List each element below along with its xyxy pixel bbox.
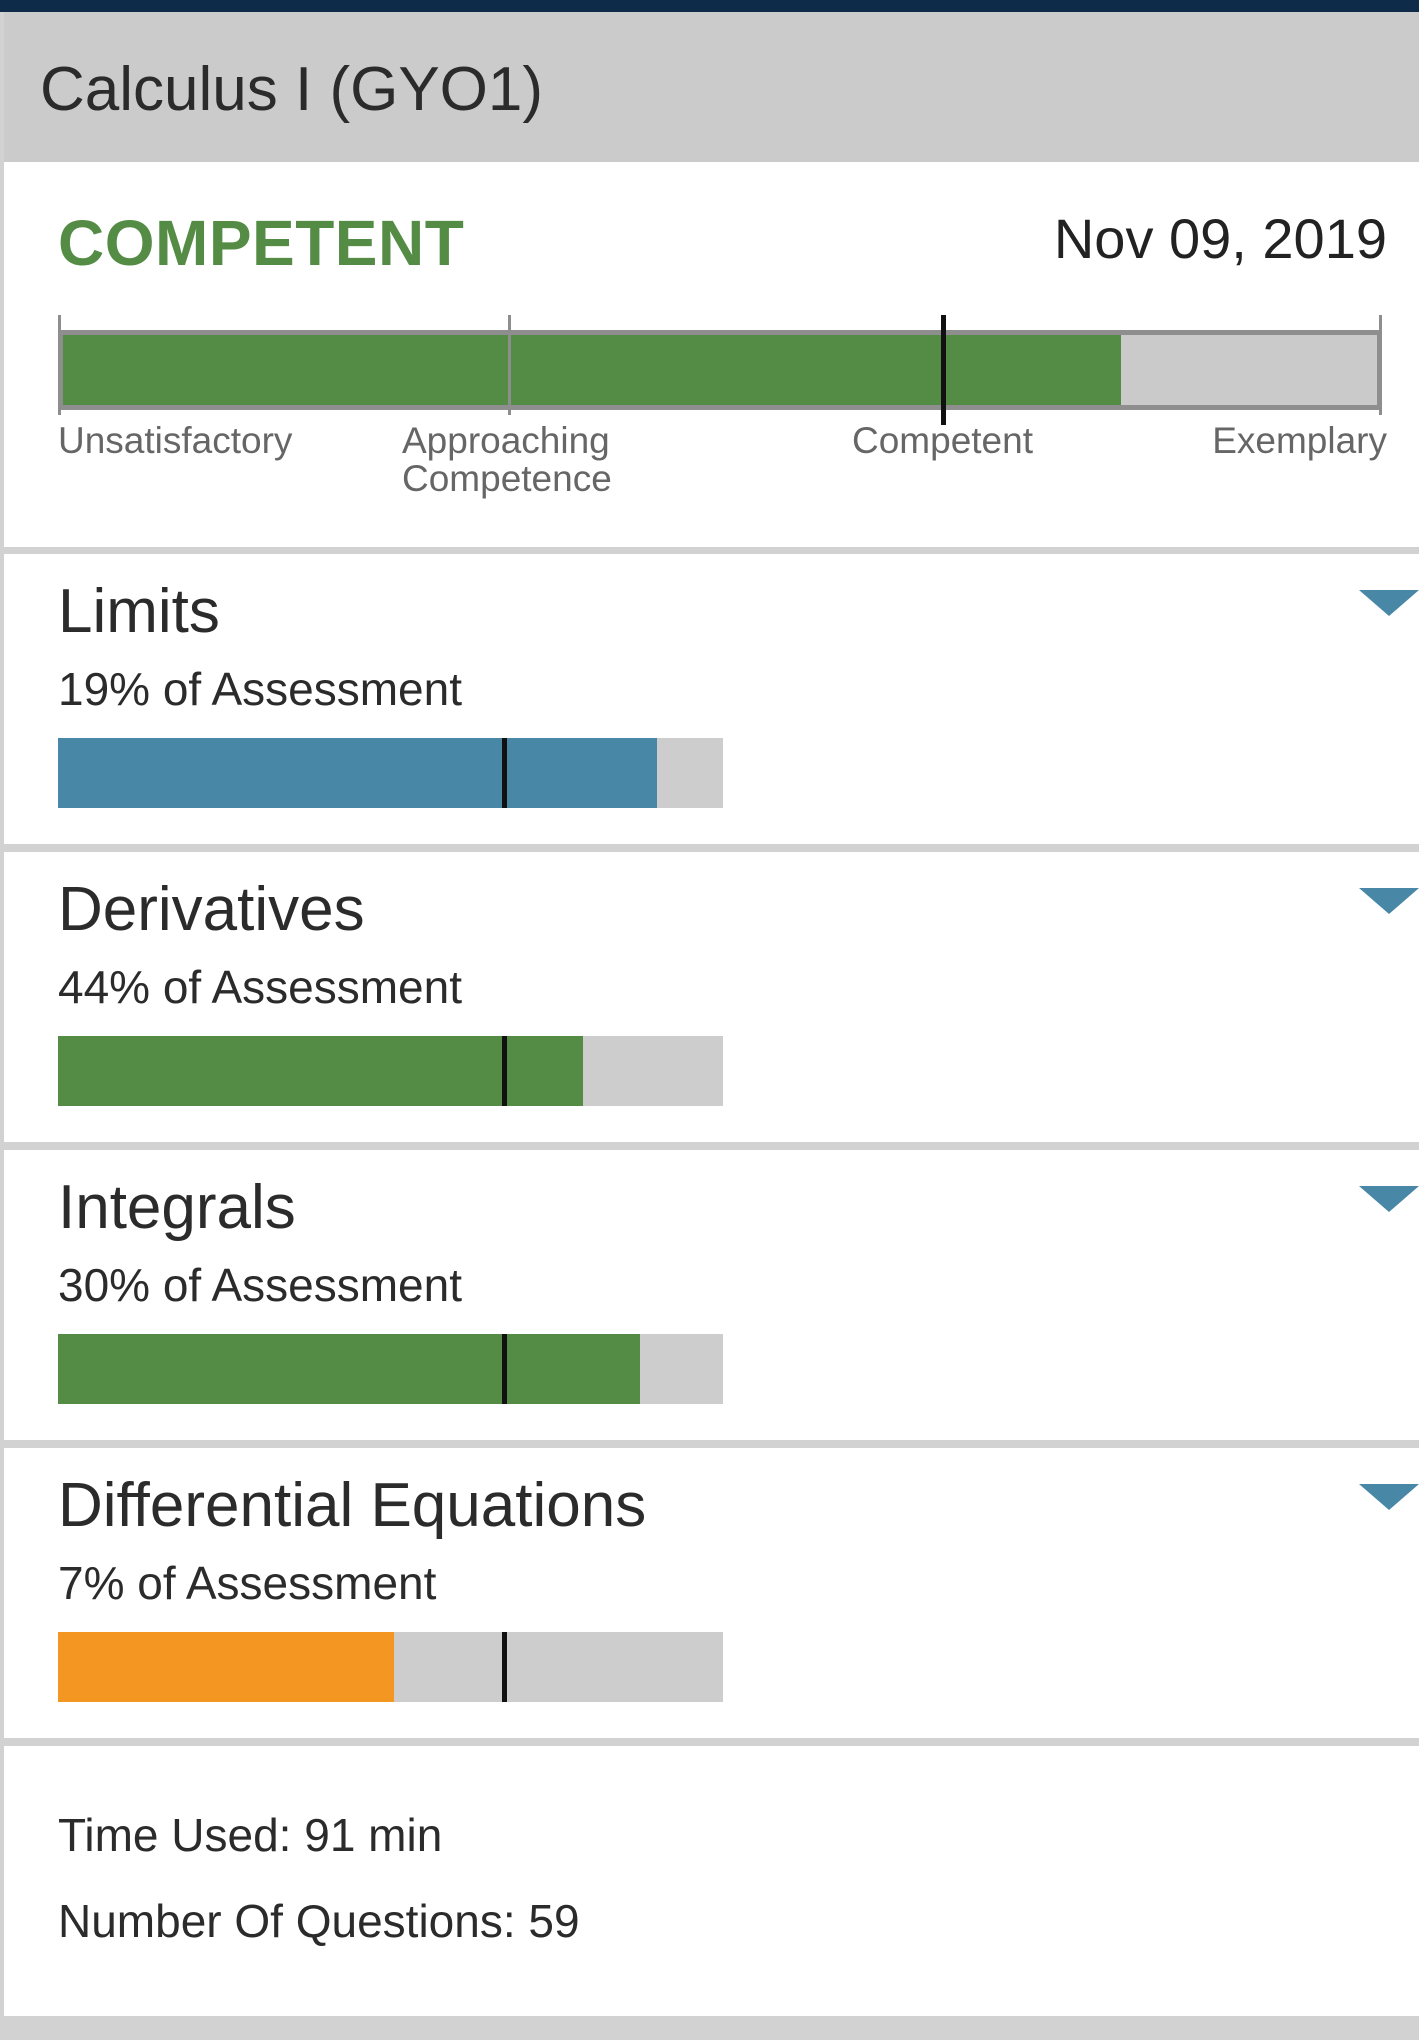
section-derivatives[interactable]: Derivatives 44% of Assessment [4, 852, 1419, 1142]
section-title: Differential Equations [58, 1471, 647, 1540]
top-status-bar [0, 0, 1419, 12]
section-weight: 19% of Assessment [58, 663, 462, 715]
competent-threshold-marker [501, 738, 507, 808]
section-title: Integrals [58, 1173, 296, 1242]
assessment-date: Nov 09, 2019 [1053, 207, 1387, 270]
section-differential-equations[interactable]: Differential Equations 7% of Assessment [4, 1448, 1419, 1738]
competent-threshold-marker [501, 1632, 507, 1702]
section-weight: 7% of Assessment [58, 1557, 437, 1609]
chevron-down-icon[interactable] [1359, 590, 1419, 616]
course-header: Calculus I (GYO1) [4, 12, 1419, 162]
section-limits[interactable]: Limits 19% of Assessment [4, 554, 1419, 844]
competent-threshold-marker [501, 1334, 507, 1404]
assessment-stats-card: Time Used: 91 min Number Of Questions: 5… [4, 1746, 1419, 2016]
section-score-bar [58, 1334, 723, 1404]
scale-tick-start [58, 315, 61, 415]
section-score-fill [58, 1632, 394, 1702]
competent-threshold-marker [501, 1036, 507, 1106]
section-weight: 30% of Assessment [58, 1259, 462, 1311]
scale-label-competent: Competent [852, 420, 1033, 461]
scale-tick-approaching [508, 315, 511, 415]
chevron-down-icon[interactable] [1359, 1186, 1419, 1212]
scale-label-exemplary: Exemplary [1212, 420, 1387, 461]
chevron-down-icon[interactable] [1359, 1484, 1419, 1510]
section-score-fill [58, 1334, 640, 1404]
section-score-fill [58, 1036, 584, 1106]
section-title: Limits [58, 577, 220, 646]
number-of-questions: Number Of Questions: 59 [58, 1895, 580, 1947]
section-score-fill [58, 738, 657, 808]
scale-label-approaching: Approaching Competence [402, 420, 612, 499]
scale-tick-end [1379, 315, 1382, 415]
competency-status: COMPETENT [58, 207, 465, 279]
scale-label-unsatisfactory: Unsatisfactory [58, 420, 293, 461]
section-score-bar [58, 738, 723, 808]
course-title: Calculus I (GYO1) [40, 55, 544, 124]
competent-threshold-marker [941, 315, 947, 425]
overall-result-card: COMPETENT Nov 09, 2019 Unsatisfactory Ap… [4, 162, 1419, 547]
overall-score-fill [63, 335, 1121, 405]
section-score-bar [58, 1036, 723, 1106]
overall-score-bar [58, 315, 1382, 425]
section-title: Derivatives [58, 875, 365, 944]
section-score-bar [58, 1632, 723, 1702]
time-used: Time Used: 91 min [58, 1809, 443, 1861]
section-integrals[interactable]: Integrals 30% of Assessment [4, 1150, 1419, 1440]
section-weight: 44% of Assessment [58, 961, 462, 1013]
chevron-down-icon[interactable] [1359, 888, 1419, 914]
